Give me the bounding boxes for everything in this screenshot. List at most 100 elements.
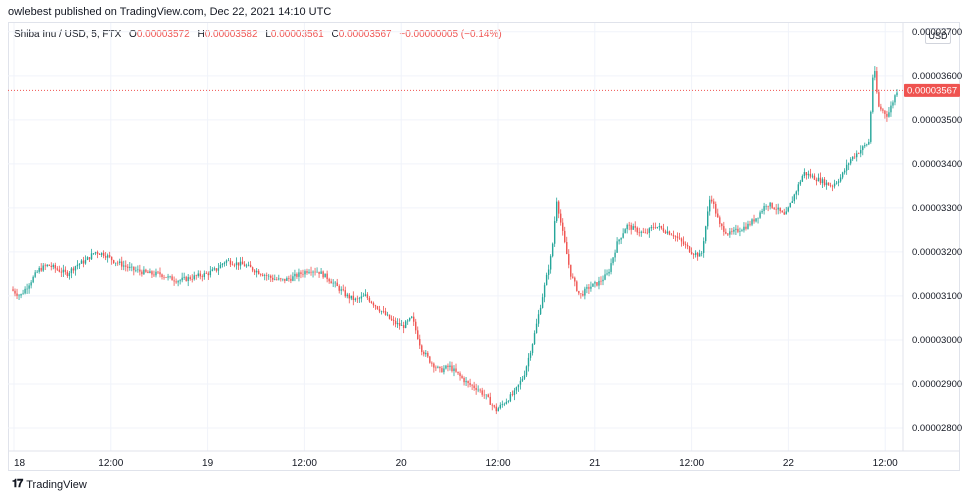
candle-body [833,183,836,187]
candle-body [360,296,363,299]
candle-body [700,252,703,254]
candle-body [294,273,296,277]
candle-body [400,325,403,326]
candle-body [491,404,493,406]
candle-body [459,373,461,377]
candle-body [499,404,502,409]
candle-body [157,271,159,273]
candle-body [419,338,421,346]
candle-body [322,271,324,278]
candle-body [707,211,709,227]
candle-body [821,179,824,184]
candle-body [179,280,181,282]
candle-body [125,265,127,267]
currency-button[interactable]: USD [925,28,951,44]
candle-body [596,282,598,286]
candle-body [725,231,727,234]
candle-body [151,271,153,275]
candle-body [856,153,858,158]
candle-body [167,276,169,278]
ohlc-legend: Shiba Inu / USD, 5, FTX O0.00003572 H0.0… [14,29,502,40]
candle-body [545,274,548,286]
candle-body [52,265,54,267]
last-price-tag: 0.00003567 [904,83,960,97]
candle-body [612,257,614,264]
candle-body [320,271,322,274]
candle-body [390,318,393,320]
candle-body [662,228,665,232]
candle-body [82,260,85,264]
candle-body [68,273,71,277]
candle-body [441,368,443,373]
candle-body [336,282,338,287]
candle-body [159,272,161,275]
last-price-label: 0.00003567 [907,85,957,96]
candle-body [300,272,302,274]
candle-body [266,275,268,276]
candle-body [813,175,816,180]
candle-body [435,367,437,369]
candle-body [225,260,228,263]
candle-body [219,264,222,269]
candle-body [837,181,840,183]
candle-body [743,226,745,231]
candle-body [344,290,346,297]
candle-body [22,293,24,295]
candle-body [346,294,348,297]
candle-body [358,298,361,300]
candle-body [465,381,467,383]
tradingview-logo[interactable]: 𝟏𝟕 TradingView [12,478,87,491]
candle-body [586,287,588,289]
high-value: 0.00003582 [204,29,258,40]
candle-body [44,265,46,267]
candle-body [652,227,655,228]
candle-body [415,321,417,331]
candle-body [467,381,469,384]
candle-body [429,356,431,363]
candle-body [70,268,73,274]
candle-body [636,227,638,233]
candle-body [765,205,767,207]
candle-body [511,394,514,396]
candle-body [376,306,379,310]
candle-body [270,275,272,278]
candle-body [894,95,896,103]
tradingview-icon: 𝟏𝟕 [12,478,23,490]
candle-body [608,271,610,274]
candle-body [711,199,713,202]
candle-body [678,237,681,239]
candle-body [241,261,244,265]
candle-body [866,144,868,146]
candle-body [876,71,878,93]
candle-body [328,279,330,282]
candle-body [56,268,59,270]
candle-body [195,275,197,276]
candle-body [417,330,419,339]
candle-body [870,111,872,142]
candle-body [193,275,195,280]
candle-body [656,226,659,228]
candle-body [614,252,616,258]
symbol-label[interactable]: Shiba Inu / USD, 5, FTX [14,29,122,40]
candle-body [582,293,584,296]
candle-body [332,282,334,284]
candle-body [835,182,838,184]
candle-body [264,275,266,276]
y-tick-label: 0.00003700 [912,27,962,38]
candle-body [280,278,282,280]
candle-body [551,243,554,257]
candles [12,66,898,415]
candle-body [676,236,679,238]
candle-body [439,366,441,369]
candle-body [177,281,179,283]
candle-body [787,207,789,212]
candle-body [413,316,415,322]
candle-body [425,352,427,355]
x-tick-label: 12:00 [98,458,123,469]
candle-body [471,384,473,386]
candle-body [777,207,779,210]
high-label: H [197,29,205,40]
y-tick-label: 0.00002800 [912,423,962,434]
candle-body [463,377,465,383]
